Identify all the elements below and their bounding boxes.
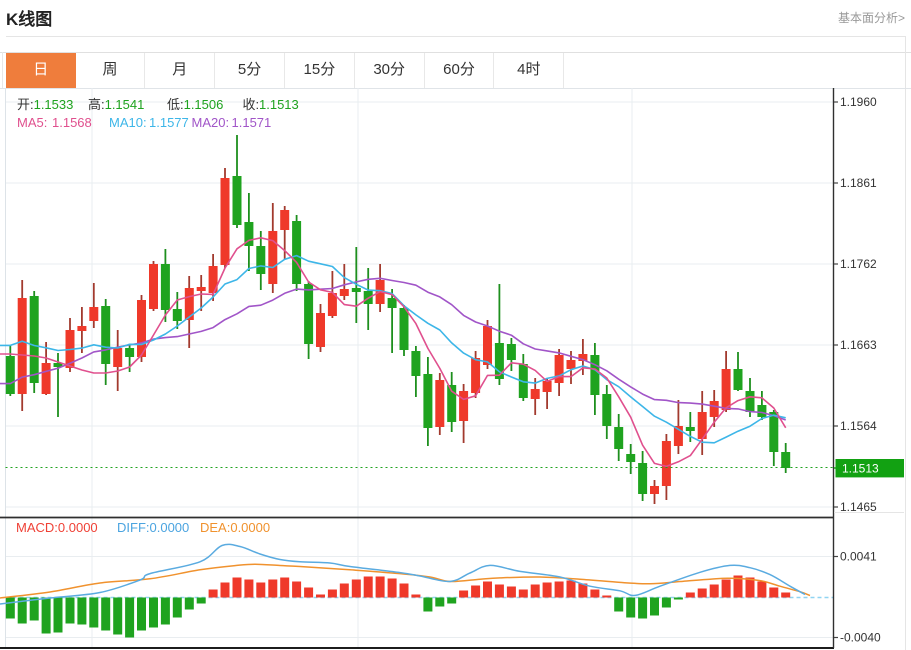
svg-text:1.1465: 1.1465 (840, 500, 877, 514)
svg-text:1.1663: 1.1663 (840, 338, 877, 352)
svg-text:-0.0040: -0.0040 (840, 631, 881, 645)
svg-text:MA5:: MA5: (17, 115, 47, 130)
svg-text:1.1506: 1.1506 (184, 97, 224, 112)
svg-text:1.1513: 1.1513 (259, 97, 299, 112)
svg-text:开:: 开: (17, 97, 34, 112)
svg-text:1.1568: 1.1568 (52, 115, 92, 130)
svg-text:低:: 低: (167, 97, 184, 112)
svg-text:MACD:0.0000: MACD:0.0000 (16, 520, 98, 535)
svg-text:1.1541: 1.1541 (105, 97, 145, 112)
svg-text:1.1513: 1.1513 (842, 462, 879, 476)
svg-text:高:: 高: (88, 97, 105, 112)
svg-text:1.1861: 1.1861 (840, 176, 877, 190)
svg-text:DIFF:0.0000: DIFF:0.0000 (117, 520, 189, 535)
svg-text:MA20:: MA20: (192, 115, 230, 130)
svg-text:1.1533: 1.1533 (34, 97, 74, 112)
svg-text:DEA:0.0000: DEA:0.0000 (200, 520, 270, 535)
svg-text:1.1960: 1.1960 (840, 95, 877, 109)
svg-text:1.1571: 1.1571 (232, 115, 272, 130)
svg-text:收:: 收: (243, 97, 260, 112)
svg-text:MA10:: MA10: (109, 115, 147, 130)
svg-text:1.1564: 1.1564 (840, 419, 877, 433)
svg-text:1.1762: 1.1762 (840, 257, 877, 271)
svg-text:0.0041: 0.0041 (840, 550, 877, 564)
svg-text:1.1577: 1.1577 (149, 115, 189, 130)
